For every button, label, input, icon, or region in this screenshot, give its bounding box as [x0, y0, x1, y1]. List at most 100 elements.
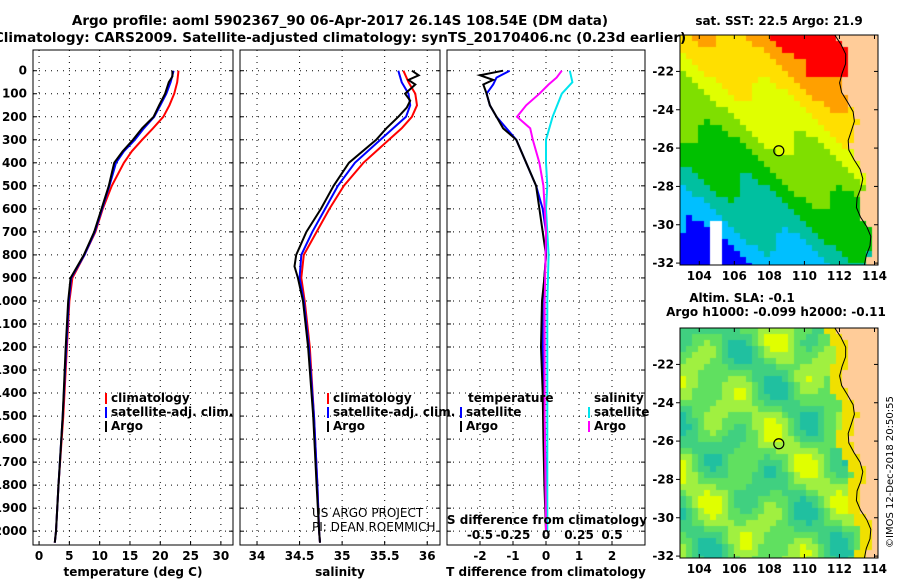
coastline [834, 34, 872, 266]
y-tick-label: 1700 [0, 455, 27, 469]
legend-swatch [105, 421, 107, 432]
y-tick-label: 300 [2, 133, 27, 147]
legend-label: climatology [111, 391, 190, 405]
sla-map-title: Altim. SLA: -0.1 [689, 291, 795, 305]
series-line-t-argo [476, 69, 548, 532]
y-tick-label: 1900 [0, 501, 27, 515]
legend-swatch [588, 421, 590, 432]
coastline [834, 327, 872, 559]
y-tick-label: -26 [652, 434, 674, 448]
legend-swatch [105, 393, 107, 404]
x-tick-label: 112 [827, 269, 852, 283]
x-tick-label: 34.5 [285, 549, 315, 563]
x-tick-label: 35 [334, 549, 351, 563]
map-sst-map: 104 106 108 110 112 114 -22 -24 -26 -28 -30 -32 [652, 34, 887, 283]
series-line-climatology [53, 70, 180, 543]
plot-frame [239, 49, 441, 546]
y-tick-label: -24 [652, 103, 674, 117]
x-tick-label: 108 [757, 269, 782, 283]
x-tick-label: 10 [91, 549, 108, 563]
s-tick-label: -0.5 [467, 528, 493, 542]
x-tick-label: 114 [862, 269, 887, 283]
legend-label: Argo [594, 419, 626, 433]
sst-map-image [680, 35, 878, 265]
legend-label: Argo [466, 419, 498, 433]
y-tick-label: 1200 [0, 340, 27, 354]
panel-salinity: 34 34.5 35 35.5 36 salinity climatologysatelli… [239, 49, 455, 579]
map-frame [679, 327, 879, 559]
legend-label: satellite-adj. clim. [333, 405, 455, 419]
series-line-s-satellite [544, 70, 574, 532]
y-tick-label: 800 [2, 248, 27, 262]
s-tick-label: 0 [542, 528, 550, 542]
title-line-1: Argo profile: aoml 5902367_90 06-Apr-201… [72, 13, 608, 29]
legend-swatch [460, 421, 462, 432]
y-tick-label: -22 [652, 357, 674, 371]
x-tick-label: 15 [122, 549, 139, 563]
x-tick-label: 5 [65, 549, 73, 563]
legend-swatch [327, 421, 329, 432]
y-tick-label: 1000 [0, 294, 27, 308]
credit-text: US ARGO PROJECT [312, 506, 424, 520]
map-sla-map: 104 106 108 110 112 114 -22 -24 -26 -28 -30 -32 [652, 327, 887, 576]
x-tick-label: 104 [687, 269, 712, 283]
x-tick-label: 110 [792, 269, 817, 283]
panel-temperature: 0100200300400500600700800900100011001200… [0, 49, 234, 579]
sla-map-image [680, 328, 878, 558]
x-tick-label: 35.5 [370, 549, 400, 563]
title-line-2: Climatology: CARS2009. Satellite-adjuste… [0, 30, 686, 46]
x-tick-label: 0 [35, 549, 43, 563]
x-tick-label: 106 [722, 269, 747, 283]
y-tick-label: 2000 [0, 524, 27, 538]
legend-label: satellite [594, 405, 649, 419]
y-tick-label: 700 [2, 225, 27, 239]
x-tick-label: 104 [687, 562, 712, 576]
x-tick-label: -1 [506, 549, 519, 563]
series-line-argo [293, 69, 421, 543]
x-tick-label: 106 [722, 562, 747, 576]
y-tick-label: -32 [652, 256, 674, 270]
y-tick-label: 200 [2, 110, 27, 124]
x-tick-label: 108 [757, 562, 782, 576]
x-tick-label: 110 [792, 562, 817, 576]
map-frame [679, 34, 879, 266]
legend-label: Argo [333, 419, 365, 433]
y-tick-label: -30 [652, 511, 674, 525]
sla-map-subtitle: Argo h1000: -0.099 h2000: -0.11 [666, 305, 886, 319]
x-tick-label: 1 [575, 549, 583, 563]
legend-label: Argo [111, 419, 143, 433]
plot-frame [32, 49, 234, 546]
x-tick-label: 25 [182, 549, 199, 563]
x-tick-label: -2 [473, 549, 486, 563]
s-tick-label: -0.25 [496, 528, 531, 542]
legend-title-temperature: temperature [468, 391, 553, 405]
legend-swatch [327, 393, 329, 404]
x-tick-label: 36 [419, 549, 436, 563]
y-tick-label: -22 [652, 64, 674, 78]
y-tick-label: -28 [652, 179, 674, 193]
x-axis-label: temperature (deg C) [64, 565, 203, 579]
legend-swatch [105, 407, 107, 418]
y-tick-label: -26 [652, 141, 674, 155]
series-line-satellite-adj-clim- [53, 70, 175, 543]
x-tick-label: 30 [213, 549, 230, 563]
legend-label: satellite [466, 405, 521, 419]
y-tick-label: 0 [19, 64, 27, 78]
sst-map-title: sat. SST: 22.5 Argo: 21.9 [695, 14, 862, 28]
legend-title-salinity: salinity [594, 391, 644, 405]
y-tick-label: 600 [2, 202, 27, 216]
legend-label: satellite-adj. clim. [111, 405, 233, 419]
series-line-s-argo [515, 70, 563, 532]
y-tick-label: 1800 [0, 478, 27, 492]
x-tick-label: 0 [542, 549, 550, 563]
s-axis-label: S difference from climatology [447, 513, 647, 527]
y-tick-label: -32 [652, 549, 674, 563]
y-tick-label: 1600 [0, 432, 27, 446]
x-tick-label: 112 [827, 562, 852, 576]
x-tick-label: 114 [862, 562, 887, 576]
x-tick-label: 2 [608, 549, 616, 563]
y-tick-label: -28 [652, 472, 674, 486]
y-tick-label: 400 [2, 156, 27, 170]
